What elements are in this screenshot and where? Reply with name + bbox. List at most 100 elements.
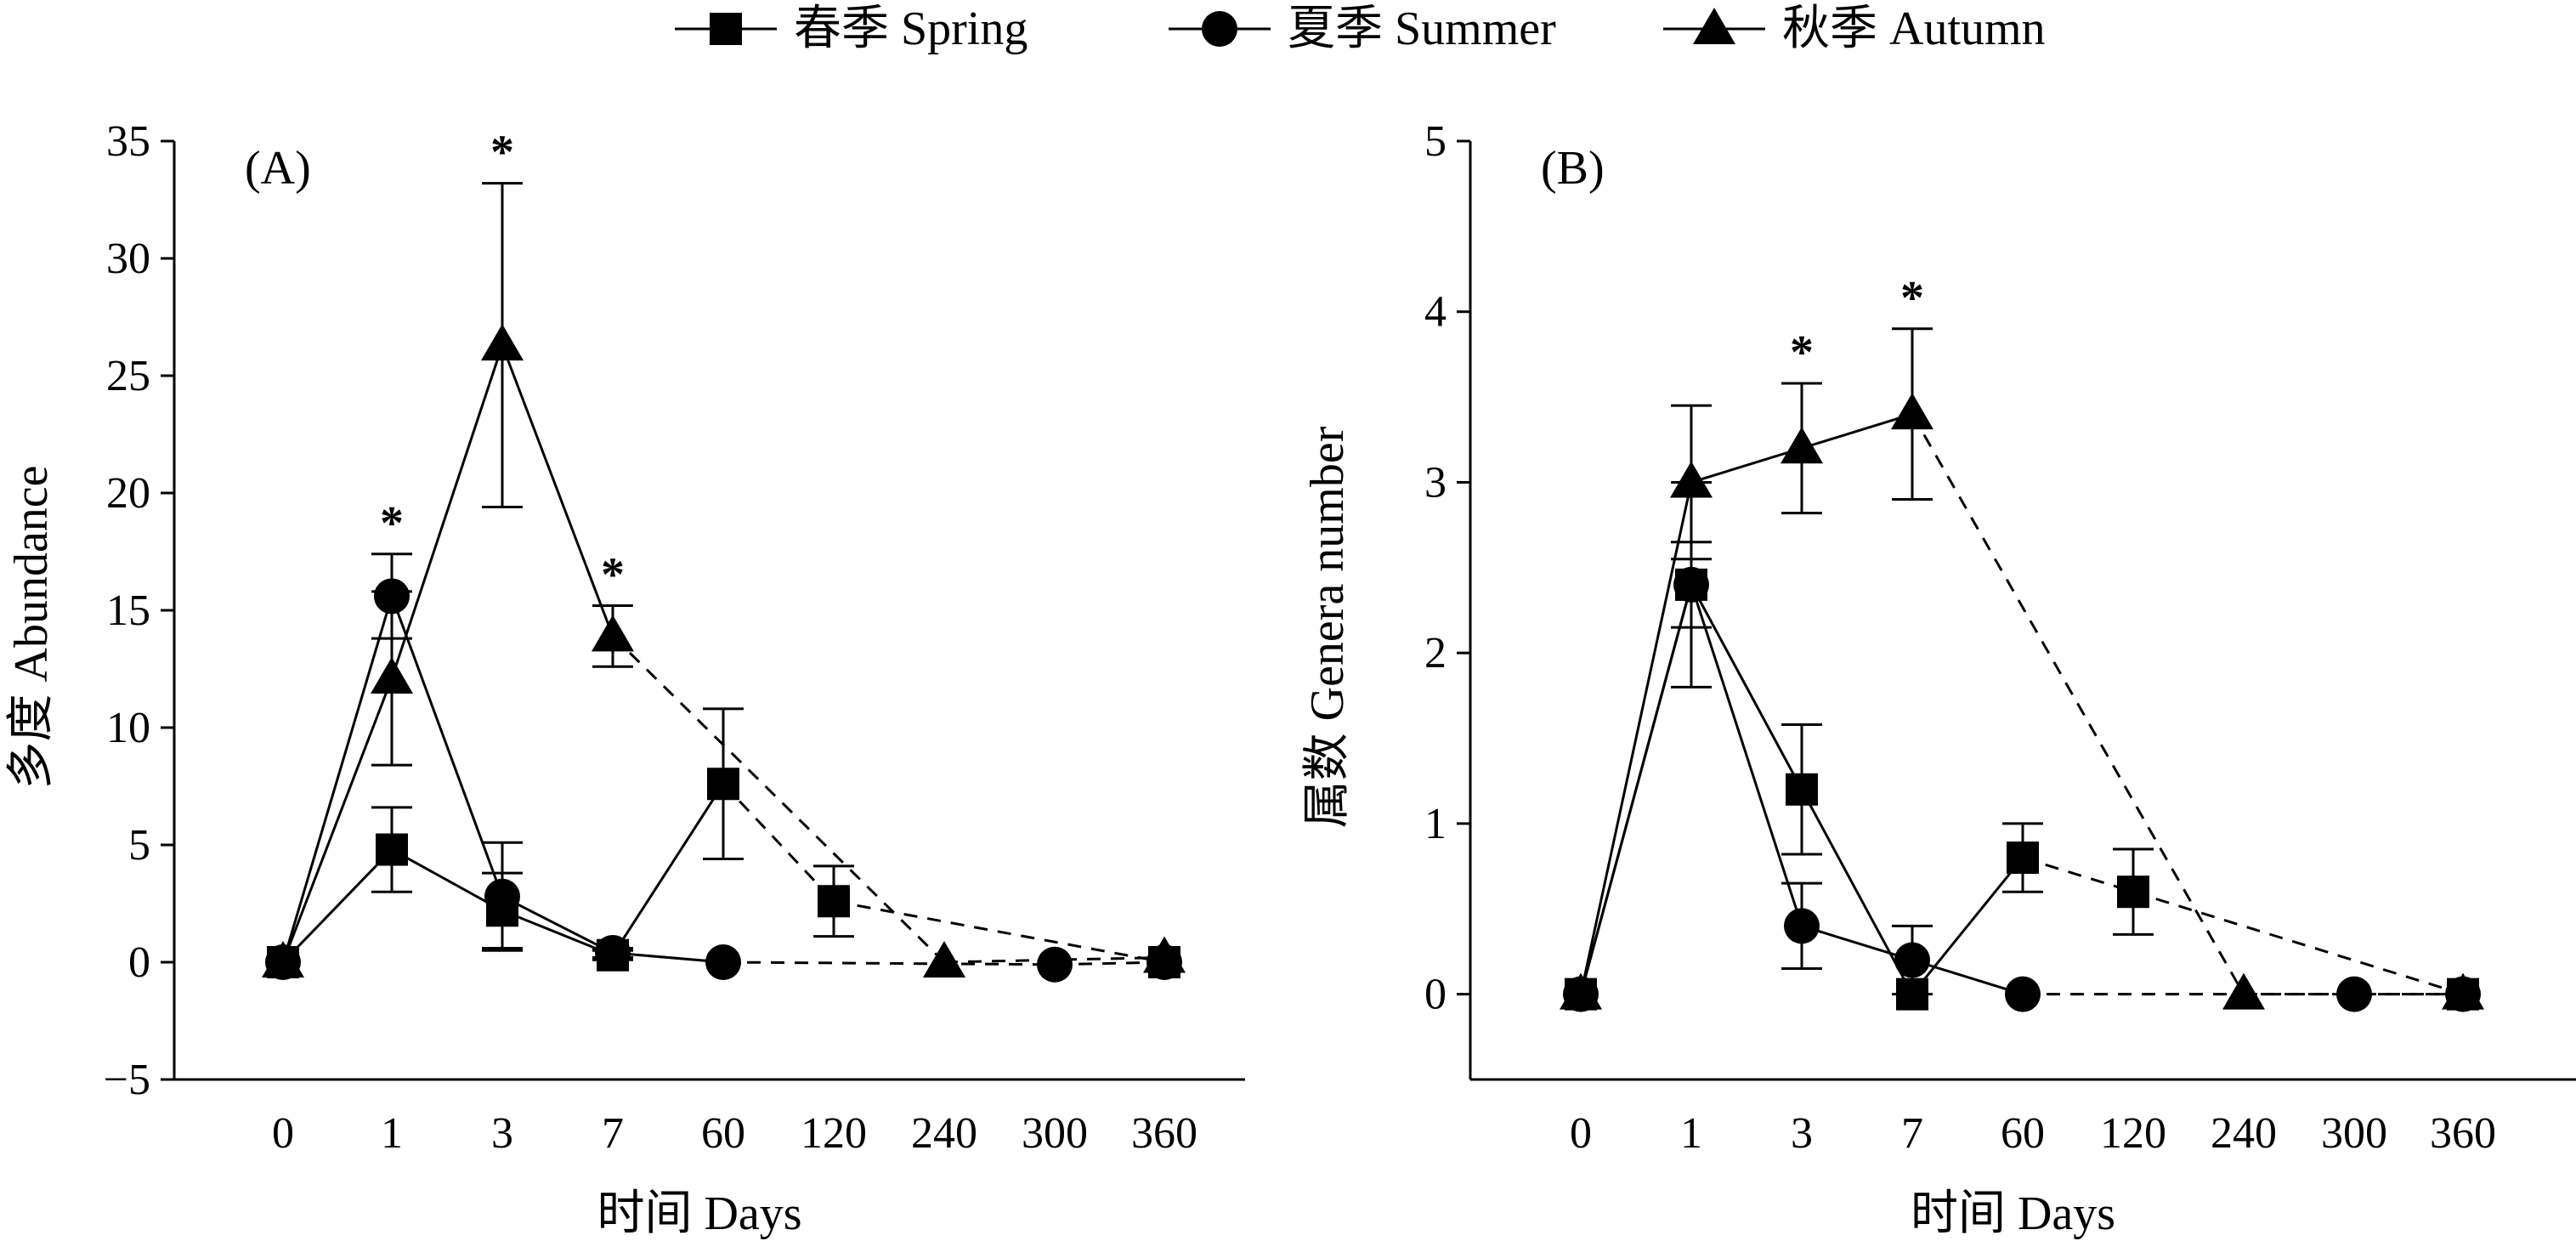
y-tick-label: 35 — [106, 117, 150, 166]
y-tick-label: 30 — [106, 235, 150, 283]
data-point-triangle — [1143, 936, 1186, 973]
data-point-triangle — [2222, 972, 2265, 1010]
significance-star: * — [1900, 272, 1924, 325]
x-tick-label: 7 — [1901, 1109, 1923, 1158]
series-line-segment — [1579, 482, 1693, 994]
data-point-triangle — [1891, 393, 1933, 430]
x-tick-label: 240 — [2211, 1109, 2277, 1158]
legend-label: 秋季 Autumn — [1782, 3, 2046, 55]
legend: 春季 Spring 夏季 Summer 秋季 Autumn — [675, 3, 2046, 55]
series-triangle — [1560, 327, 2484, 1010]
data-point-circle — [1037, 946, 1073, 983]
data-point-square — [1786, 773, 1818, 806]
x-axis-title: 时间 Days — [1911, 1187, 2115, 1240]
x-tick-label: 300 — [1022, 1109, 1088, 1158]
x-tick-label: 120 — [801, 1109, 867, 1158]
data-point-triangle — [2442, 972, 2484, 1010]
series-line-segment — [390, 595, 504, 898]
x-tick-label: 360 — [2430, 1109, 2496, 1158]
series-line-segment — [1690, 584, 1803, 790]
y-tick-label: 5 — [1424, 117, 1447, 166]
y-tick-label: 2 — [1424, 629, 1447, 677]
y-axis-title: 多度 Abundance — [5, 465, 58, 789]
x-tick-label: 60 — [2001, 1109, 2045, 1158]
series-line-segment — [1911, 959, 2024, 996]
x-tick-label: 3 — [491, 1109, 513, 1158]
significance-star: * — [490, 127, 514, 179]
series-square — [267, 707, 1180, 978]
y-tick-label: 25 — [106, 352, 150, 400]
x-tick-label: 1 — [1680, 1109, 1702, 1158]
y-tick-label: −5 — [104, 1056, 150, 1104]
series-line-segment — [281, 596, 393, 963]
data-point-square — [707, 768, 739, 801]
series-line-segment — [1800, 789, 1914, 995]
series-line-segment — [501, 895, 614, 955]
series-circle — [1563, 480, 2481, 1012]
series-triangle — [262, 182, 1186, 978]
y-tick-label: 3 — [1424, 458, 1447, 507]
data-point-triangle — [1781, 427, 1823, 464]
y-tick-label: 0 — [1424, 971, 1447, 1019]
y-tick-label: 5 — [128, 821, 150, 870]
significance-star: * — [1790, 326, 1814, 379]
y-tick-label: 10 — [106, 704, 150, 752]
significance-star: * — [601, 548, 625, 601]
series-line-segment — [1690, 446, 1803, 484]
series-line-segment — [1579, 584, 1693, 995]
series-line-segment — [1911, 413, 2245, 995]
panel-label: (B) — [1541, 142, 1605, 195]
series-line-segment — [833, 899, 1165, 964]
series-line-segment — [612, 951, 724, 964]
series-line-segment — [501, 344, 614, 637]
panel-label: (A) — [245, 142, 311, 195]
x-tick-label: 300 — [2321, 1109, 2387, 1158]
series-line-segment — [281, 848, 393, 964]
series-line-segment — [722, 960, 1056, 966]
series-line-segment — [611, 635, 946, 964]
data-point-triangle — [262, 941, 304, 978]
x-tick-label: 60 — [701, 1109, 745, 1158]
data-point-triangle — [1670, 461, 1713, 498]
data-point-circle — [2336, 976, 2372, 1012]
series-line-segment — [1690, 584, 1803, 926]
x-tick-label: 1 — [381, 1109, 403, 1158]
legend-marker-triangle — [1693, 8, 1735, 44]
data-point-square — [2007, 842, 2039, 875]
series-square — [1565, 541, 2479, 1011]
data-point-circle — [2005, 976, 2041, 1012]
data-point-square — [2117, 876, 2149, 909]
data-point-triangle — [923, 941, 965, 978]
data-point-circle — [1894, 942, 1930, 978]
data-point-circle — [1673, 566, 1709, 603]
data-point-triangle — [481, 324, 524, 361]
legend-item-square: 春季 Spring — [675, 3, 1028, 55]
y-tick-label: 0 — [128, 938, 150, 987]
significance-star: * — [380, 497, 404, 550]
data-point-circle — [484, 878, 520, 915]
series-line-segment — [1054, 960, 1165, 966]
data-point-triangle — [1560, 972, 1602, 1010]
panel-a-abundance-chart: −5 0 5 10 15 20 25 30 35 0 1 3 7 60 120 240 300 360 时间 Day… — [5, 117, 1245, 1240]
data-point-circle — [705, 944, 741, 980]
data-point-triangle — [371, 657, 413, 694]
legend-marker-square — [710, 13, 742, 45]
x-tick-label: 3 — [1791, 1109, 1813, 1158]
data-point-circle — [1784, 908, 1820, 944]
x-tick-label: 7 — [602, 1109, 624, 1158]
x-tick-label: 120 — [2100, 1109, 2166, 1158]
x-tick-label: 360 — [1131, 1109, 1197, 1158]
y-tick-label: 4 — [1424, 288, 1447, 337]
series-line-segment — [1801, 924, 1913, 961]
x-tick-label: 0 — [272, 1109, 294, 1158]
y-tick-label: 1 — [1424, 800, 1447, 848]
x-axis-title: 时间 Days — [597, 1187, 801, 1240]
series-line-segment — [1911, 857, 2024, 995]
series-line-segment — [722, 783, 835, 903]
legend-item-triangle: 秋季 Autumn — [1663, 3, 2046, 55]
data-point-square — [818, 885, 850, 918]
y-tick-label: 15 — [106, 586, 150, 635]
series-line-segment — [943, 955, 1165, 964]
legend-label: 春季 Spring — [794, 3, 1028, 55]
